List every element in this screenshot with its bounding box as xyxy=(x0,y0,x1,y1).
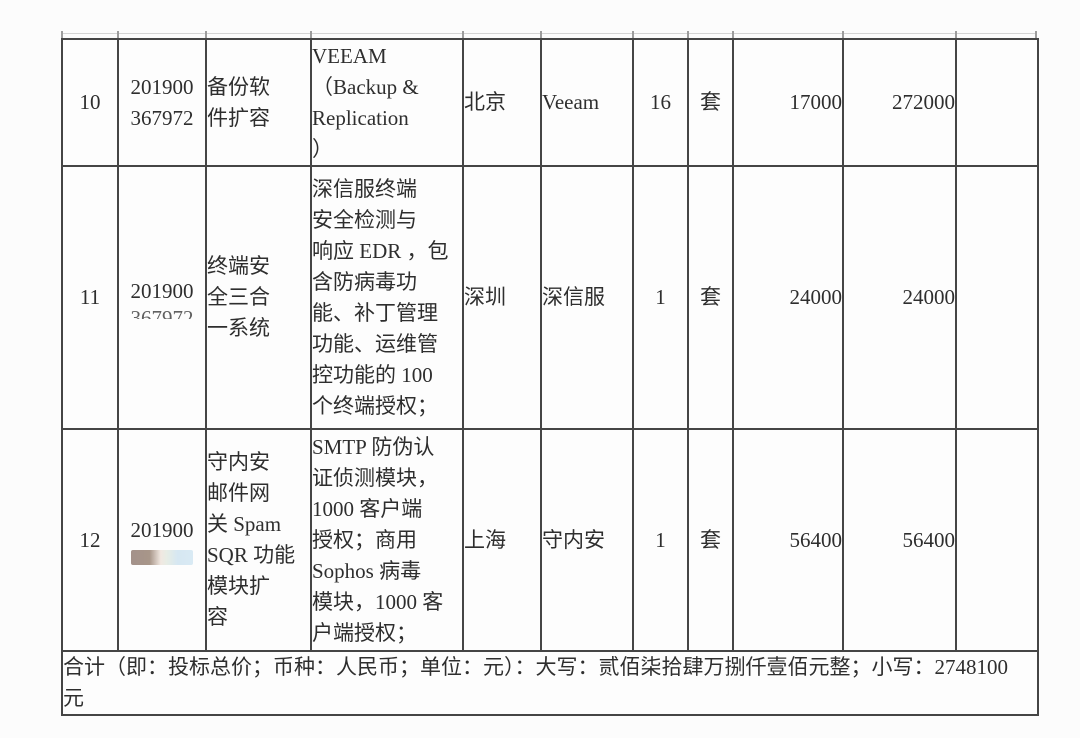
table-row-10: 10 201900 367972 备份软 件扩容 VEEAM （Backup &… xyxy=(61,38,1039,167)
cell-brand: Veeam xyxy=(540,38,634,167)
cell-note xyxy=(955,165,1039,430)
column-line-stub xyxy=(540,31,542,38)
column-line-stub xyxy=(205,31,207,38)
cell-description: 深信服终端 安全检测与 响应 EDR ，包 含防病毒功 能、补丁管理 功能、运维… xyxy=(310,165,464,430)
table-row-12: 12 201900 守内安 邮件网 关 Spam SQR 功能 模块扩 容 SM… xyxy=(61,428,1039,652)
cell-note xyxy=(955,38,1039,167)
column-line-stub xyxy=(117,31,119,38)
code-line: 201900 xyxy=(130,518,194,542)
cell-note xyxy=(955,428,1039,652)
cell-amount: 56400 xyxy=(842,428,957,652)
cell-qty: 1 xyxy=(632,428,689,652)
cell-code: 201900 367972 xyxy=(117,38,207,167)
cell-brand: 守内安 xyxy=(540,428,634,652)
table-row-11: 11 201900 367972 终端安 全三合 一系统 深信服终端 安全检测与… xyxy=(61,165,1039,430)
cell-unit-price: 17000 xyxy=(732,38,844,167)
cell-brand: 深信服 xyxy=(540,165,634,430)
column-line-stub xyxy=(61,31,63,38)
cell-origin: 北京 xyxy=(462,38,542,167)
cell-origin: 深圳 xyxy=(462,165,542,430)
column-line-stub xyxy=(462,31,464,38)
column-line-stub xyxy=(687,31,689,38)
cell-unit-price: 24000 xyxy=(732,165,844,430)
cell-code: 201900 xyxy=(117,428,207,652)
cell-seq: 10 xyxy=(61,38,119,167)
total-row-text: 合计（即：投标总价；币种：人民币；单位：元）：大写：贰佰柒拾肆万捌仟壹佰元整；小… xyxy=(61,650,1039,716)
code-clipped-line: 367972 xyxy=(130,307,194,319)
column-line-stub xyxy=(955,31,957,38)
cell-code: 201900 367972 xyxy=(117,165,207,430)
column-line-stub xyxy=(842,31,844,38)
cell-unit-price: 56400 xyxy=(732,428,844,652)
cell-item-name: 终端安 全三合 一系统 xyxy=(205,165,312,430)
cell-seq: 11 xyxy=(61,165,119,430)
cell-qty: 1 xyxy=(632,165,689,430)
bid-price-table: 10 201900 367972 备份软 件扩容 VEEAM （Backup &… xyxy=(61,38,1039,716)
cell-seq: 12 xyxy=(61,428,119,652)
cell-qty: 16 xyxy=(632,38,689,167)
column-line-stub xyxy=(632,31,634,38)
cell-origin: 上海 xyxy=(462,428,542,652)
column-line-stub xyxy=(732,31,734,38)
table-row-total: 合计（即：投标总价；币种：人民币；单位：元）：大写：贰佰柒拾肆万捌仟壹佰元整；小… xyxy=(61,650,1039,716)
cell-item-name: 守内安 邮件网 关 Spam SQR 功能 模块扩 容 xyxy=(205,428,312,652)
cell-description: SMTP 防伪认 证侦测模块， 1000 客户端 授权；商用 Sophos 病毒… xyxy=(310,428,464,652)
cell-unit: 套 xyxy=(687,38,734,167)
column-line-stub xyxy=(310,31,312,38)
redaction-smudge xyxy=(131,550,193,565)
column-line-stub xyxy=(1035,31,1037,38)
code-line: 201900 xyxy=(130,279,194,303)
cell-amount: 24000 xyxy=(842,165,957,430)
cell-unit: 套 xyxy=(687,165,734,430)
cell-unit: 套 xyxy=(687,428,734,652)
cropped-previous-row-border xyxy=(61,33,1037,34)
cell-description: VEEAM （Backup & Replication ） xyxy=(310,38,464,167)
cell-item-name: 备份软 件扩容 xyxy=(205,38,312,167)
cell-amount: 272000 xyxy=(842,38,957,167)
